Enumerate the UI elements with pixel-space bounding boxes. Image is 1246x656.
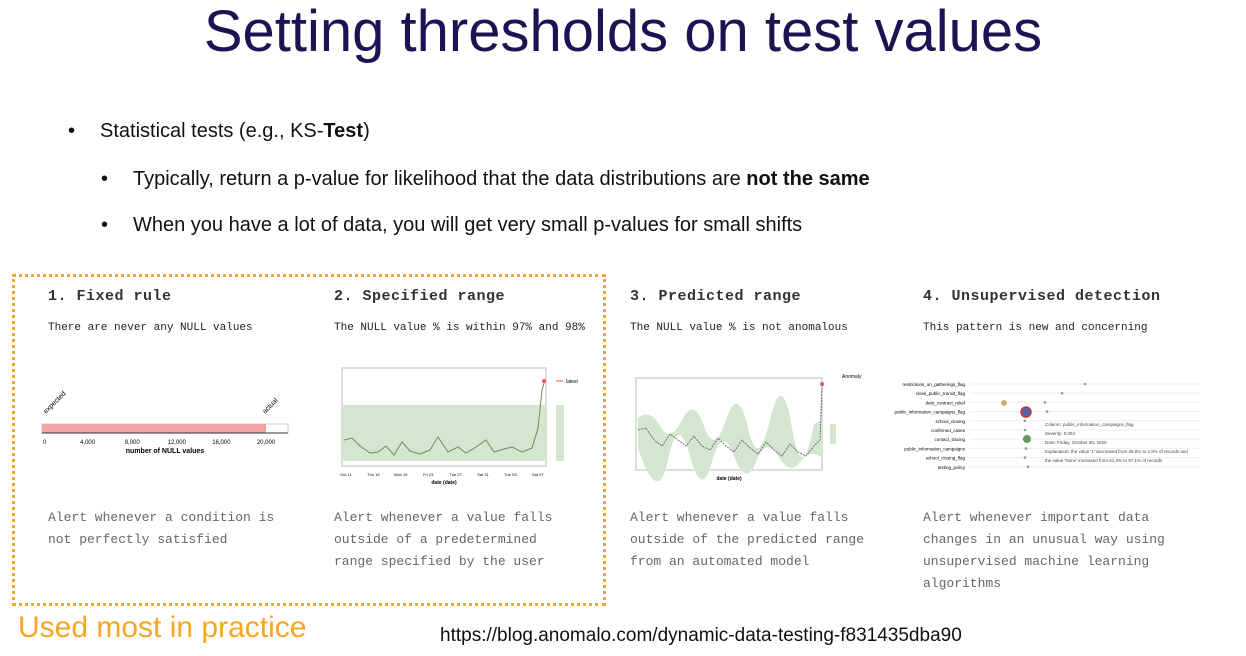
- panel-subtitle: The NULL value % is within 97% and 98%: [334, 322, 585, 334]
- axis-label: date (date): [716, 476, 742, 482]
- panel-description: changes in an unusual way using: [923, 532, 1165, 547]
- bullet: When you have a lot of data, you will ge…: [101, 214, 803, 237]
- line: [637, 383, 823, 457]
- tick-label: 16,000: [212, 440, 231, 446]
- panel-description: Alert whenever a value falls: [334, 510, 553, 525]
- marker: [1023, 419, 1027, 423]
- row-label: confirmed_cases: [931, 428, 966, 433]
- band: [342, 405, 546, 461]
- panel-heading: 4. Unsupervised detection: [923, 288, 1161, 305]
- panel-subtitle: The NULL value % is not anomalous: [630, 322, 848, 334]
- title: Setting thresholds on test values: [203, 0, 1043, 64]
- band: [638, 395, 822, 482]
- bullet: Statistical tests (e.g., KS-Test): [68, 120, 370, 143]
- highlight-label: Used most in practice: [18, 611, 307, 644]
- legend: latest: [566, 379, 579, 385]
- tick-label: Tue 27: [449, 472, 462, 477]
- panel-heading: 2. Specified range: [334, 288, 506, 305]
- tick-label: Tue 03: [504, 472, 517, 477]
- panel-description: unsupervised machine learning: [923, 554, 1150, 569]
- tick-label: Sat 07: [532, 472, 544, 477]
- panel-description: Alert whenever a value falls: [630, 510, 849, 525]
- tick-label: 8,000: [125, 440, 141, 446]
- row-label: contact_tracing: [934, 437, 965, 442]
- legend-title: Anomaly: [842, 374, 862, 380]
- row-label: public_information_campaigns: [904, 446, 966, 451]
- panel-heading: 3. Predicted range: [630, 288, 802, 305]
- tick-label: Oct 11: [340, 472, 352, 477]
- detail: Column: public_information_campaigns_fla…: [1045, 422, 1134, 427]
- tick-label: Thu 15: [367, 472, 380, 477]
- marker: [1083, 382, 1087, 386]
- link[interactable]: https://blog.anomalo.com/dynamic-data-te…: [440, 625, 962, 646]
- row-label: debt_contract_relief: [925, 400, 965, 405]
- marker: [1045, 410, 1049, 413]
- marker: [1024, 447, 1028, 450]
- label: actual: [261, 397, 279, 415]
- bar: [42, 424, 266, 433]
- tick-label: 0: [43, 440, 47, 446]
- tick-label: Fri 23: [423, 472, 434, 477]
- marker: [1001, 400, 1007, 406]
- tick-label: 12,000: [168, 440, 187, 446]
- text: Statistical tests (e.g., KS-: [100, 120, 324, 142]
- marker: [1043, 401, 1047, 404]
- legend-band: [556, 405, 564, 461]
- marker: [1023, 435, 1031, 443]
- text: Typically, return a p-value for likeliho…: [133, 168, 747, 190]
- marker: [1023, 428, 1027, 432]
- highlight-box: [12, 274, 606, 606]
- detail: Severity: 0.064: [1045, 431, 1076, 436]
- row-label: testing_policy: [938, 465, 966, 470]
- label: expected: [42, 390, 67, 415]
- axis-label: number of NULL values: [126, 448, 205, 455]
- marker: [1026, 465, 1030, 469]
- marker: [1020, 406, 1032, 418]
- legend-band: [830, 424, 836, 444]
- tick-label: Mon 19: [394, 472, 408, 477]
- detail: the value 'None' increased from 61.3% to…: [1045, 458, 1163, 463]
- panel-subtitle: There are never any NULL values: [48, 322, 253, 334]
- panel-description: Alert whenever important data: [923, 510, 1150, 525]
- panel-description: outside of the predicted range: [630, 532, 865, 547]
- axis-label: date (date): [431, 480, 457, 486]
- panel-description: outside of a predetermined: [334, 532, 537, 547]
- row-label: school_closing_flag: [926, 456, 966, 461]
- text: ): [363, 120, 370, 142]
- panel-description: from an automated model: [630, 554, 810, 569]
- tick-label: 4,000: [80, 440, 96, 446]
- detail: Explanation: the value '1' decreased fro…: [1045, 449, 1188, 454]
- detail: Date: Friday, October 30, 2020: [1045, 440, 1107, 445]
- marker: [1023, 456, 1027, 459]
- panel-heading: 1. Fixed rule: [48, 288, 172, 305]
- tick-label: Sat 31: [477, 472, 489, 477]
- marker: [1060, 391, 1064, 395]
- text: Test: [323, 120, 364, 142]
- point: [820, 382, 824, 386]
- row-label: public_information_campaigns_flag: [894, 410, 965, 415]
- row-label: school_closing: [935, 419, 965, 424]
- text: not the same: [746, 168, 870, 190]
- panel-subtitle: This pattern is new and concerning: [923, 322, 1148, 334]
- panel-description: not perfectly satisfied: [48, 532, 228, 547]
- tick-label: 20,000: [257, 440, 276, 446]
- panel-description: algorithms: [923, 576, 1002, 591]
- panel-description: range specified by the user: [334, 554, 545, 569]
- row-label: restrictions_on_gatherings_flag: [902, 382, 965, 387]
- point: [542, 379, 546, 383]
- row-label: close_public_transit_flag: [916, 391, 966, 396]
- panel-description: Alert whenever a condition is: [48, 510, 275, 525]
- text: When you have a lot of data, you will ge…: [133, 214, 803, 236]
- bullet: Typically, return a p-value for likeliho…: [101, 168, 870, 191]
- line: [343, 379, 546, 456]
